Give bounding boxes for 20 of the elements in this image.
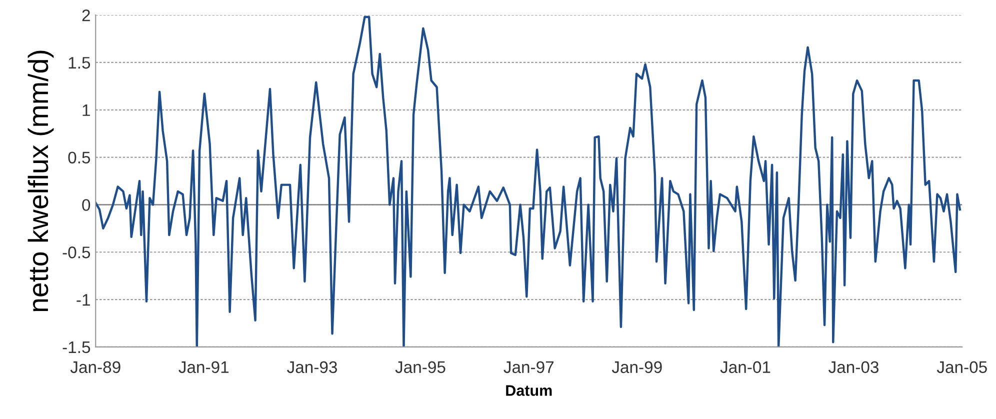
line-series — [96, 16, 962, 347]
x-axis-title: Datum — [506, 385, 552, 396]
y-tick-label: 0 — [82, 199, 90, 211]
x-tick-label: Jan-99 — [612, 361, 662, 374]
y-tick-label: 1.5 — [68, 57, 90, 69]
x-tick-label: Jan-95 — [395, 361, 446, 374]
x-tick-label: Jan-01 — [720, 361, 770, 374]
y-tick-label: -1.5 — [62, 342, 90, 354]
y-tick-label: -0.5 — [62, 246, 90, 258]
x-tick-label: Jan-03 — [828, 361, 878, 374]
x-tick-label: Jan-91 — [178, 361, 229, 374]
x-tick-label: Jan-05 — [936, 361, 987, 374]
y-tick-label: 2 — [82, 9, 90, 22]
y-tick-label: 0.5 — [68, 152, 90, 164]
y-axis-title: netto kwelflux (mm/d) — [28, 50, 54, 312]
y-tick-label: -1 — [76, 294, 90, 306]
x-tick-label: Jan-97 — [504, 361, 554, 374]
y-tick-label: 1 — [82, 104, 90, 116]
x-tick-label: Jan-89 — [70, 361, 120, 374]
x-tick-label: Jan-93 — [287, 361, 337, 374]
